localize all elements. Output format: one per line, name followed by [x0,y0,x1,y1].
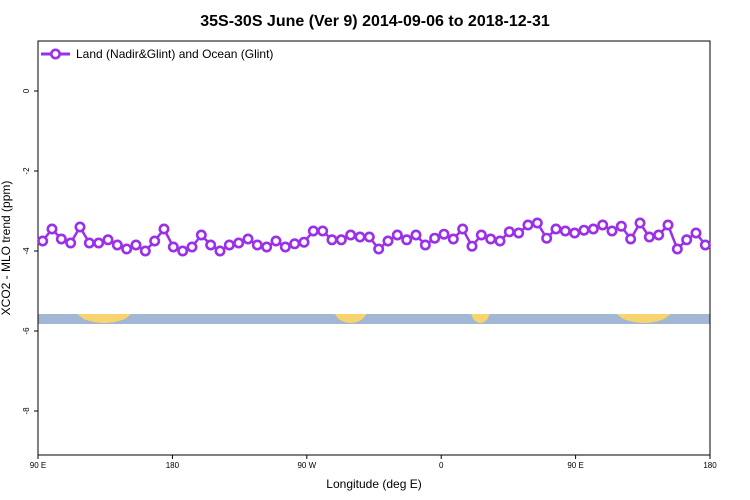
data-point [485,233,497,245]
data-point [513,227,525,239]
land-segment [334,314,367,323]
data-point [494,235,506,247]
data-point [74,221,86,233]
x-axis-label: Longitude (deg E) [326,477,421,491]
data-point [139,245,151,257]
data-point [634,217,646,229]
legend-label: Land (Nadir&Glint) and Ocean (Glint) [76,47,273,61]
data-point [93,237,105,249]
data-point [625,233,637,245]
x-tick-label: 180 [703,461,717,470]
land-segment [471,314,490,323]
land-segment [77,314,132,323]
data-point [569,227,581,239]
axis-ticks: 90 E 180 90 W 0 90 E 180 0 -2 -4 -6 -8 [22,88,717,470]
x-tick-label: 180 [166,461,180,470]
data-point [195,229,207,241]
data-point [550,223,562,235]
data-point [111,239,123,251]
y-tick-label: 0 [22,88,31,93]
data-point [214,245,226,257]
data-point [419,239,431,251]
data-point [223,239,235,251]
data-point [578,224,590,236]
data-point [345,229,357,241]
x-tick-label: 90 E [30,461,46,470]
data-point [681,234,693,246]
data-point [662,219,674,231]
data-point [438,228,450,240]
data-point [83,237,95,249]
data-point [261,241,273,253]
data-point [690,227,702,239]
data-point [363,231,375,243]
series-layer [37,217,711,257]
data-point [177,245,189,257]
data-point [289,238,301,250]
y-tick-label: -6 [22,327,31,335]
land-ocean-strip [38,314,710,324]
data-point [242,233,254,245]
data-point [522,219,534,231]
data-point [671,243,683,255]
data-point [307,225,319,237]
data-point [410,229,422,241]
data-point [643,231,655,243]
data-point [503,226,515,238]
data-point [373,243,385,255]
y-tick-label: -2 [22,167,31,175]
y-tick-label: -8 [22,407,31,415]
data-point [597,219,609,231]
x-tick-label: 90 E [567,461,583,470]
data-point [653,229,665,241]
data-point [130,239,142,251]
data-point [466,240,478,252]
data-point [401,234,413,246]
data-point [46,223,58,235]
legend: Land (Nadir&Glint) and Ocean (Glint) [41,47,273,61]
data-point [65,237,77,249]
data-point [541,232,553,244]
data-point [317,225,329,237]
data-point [167,241,179,253]
data-point [37,235,49,247]
data-point [121,243,133,255]
legend-marker [49,48,61,60]
data-point [251,239,263,251]
land-segment [616,314,671,323]
data-point [587,223,599,235]
plot-frame [37,40,711,456]
data-point [391,229,403,241]
data-point [270,235,282,247]
data-point [158,223,170,235]
data-point [447,233,459,245]
data-point [102,234,114,246]
chart-title: 35S-30S June (Ver 9) 2014-09-06 to 2018-… [200,13,550,30]
data-point [335,234,347,246]
data-point [186,241,198,253]
x-tick-label: 0 [439,461,444,470]
data-point [615,220,627,232]
x-tick-label: 90 W [297,461,316,470]
data-point [354,231,366,243]
data-point [149,235,161,247]
data-point [382,235,394,247]
data-point [233,237,245,249]
data-point [699,239,711,251]
data-point [457,223,469,235]
data-point [606,225,618,237]
data-point [429,232,441,244]
data-point [298,236,310,248]
data-point [205,239,217,251]
data-point [559,225,571,237]
y-tick-label: -4 [22,247,31,255]
data-point [475,229,487,241]
data-point [326,234,338,246]
ocean-strip [38,314,710,324]
data-point [55,233,67,245]
data-point [531,217,543,229]
y-axis-label: XCO2 - MLO trend (ppm) [0,181,13,316]
data-point [279,241,291,253]
